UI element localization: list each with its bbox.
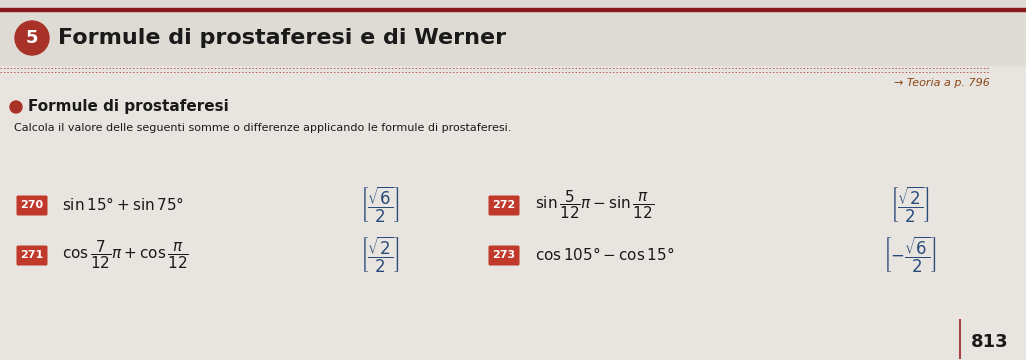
Text: $\sin 15° + \sin 75°$: $\sin 15° + \sin 75°$ — [62, 197, 184, 213]
FancyBboxPatch shape — [488, 195, 519, 216]
Text: 271: 271 — [21, 250, 44, 260]
Text: Calcola il valore delle seguenti somme o differenze applicando le formule di pro: Calcola il valore delle seguenti somme o… — [14, 123, 511, 133]
Bar — [0, 8, 1026, 11]
Circle shape — [15, 21, 49, 55]
Text: $\cos 105° - \cos 15°$: $\cos 105° - \cos 15°$ — [535, 247, 674, 264]
FancyBboxPatch shape — [16, 195, 47, 216]
Text: $\left[-\dfrac{\sqrt{6}}{2}\right]$: $\left[-\dfrac{\sqrt{6}}{2}\right]$ — [883, 235, 937, 275]
Text: 5: 5 — [26, 29, 38, 47]
Text: → Teoria a p. 796: → Teoria a p. 796 — [894, 78, 990, 88]
Text: $\left[\dfrac{\sqrt{2}}{2}\right]$: $\left[\dfrac{\sqrt{2}}{2}\right]$ — [360, 235, 400, 275]
Text: $\left[\dfrac{\sqrt{2}}{2}\right]$: $\left[\dfrac{\sqrt{2}}{2}\right]$ — [891, 185, 930, 225]
FancyBboxPatch shape — [488, 246, 519, 266]
Text: $\sin\dfrac{5}{12}\pi - \sin\dfrac{\pi}{12}$: $\sin\dfrac{5}{12}\pi - \sin\dfrac{\pi}{… — [535, 189, 655, 221]
Bar — [0, 0, 1026, 65]
Text: $\cos\dfrac{7}{12}\pi + \cos\dfrac{\pi}{12}$: $\cos\dfrac{7}{12}\pi + \cos\dfrac{\pi}{… — [62, 239, 189, 271]
Text: Formule di prostaferesi e di Werner: Formule di prostaferesi e di Werner — [58, 28, 506, 48]
Circle shape — [10, 101, 22, 113]
Text: $\left[\dfrac{\sqrt{6}}{2}\right]$: $\left[\dfrac{\sqrt{6}}{2}\right]$ — [360, 185, 400, 225]
Text: 273: 273 — [492, 250, 515, 260]
FancyBboxPatch shape — [16, 246, 47, 266]
Text: 270: 270 — [21, 200, 43, 210]
Text: Formule di prostaferesi: Formule di prostaferesi — [28, 99, 229, 114]
Text: 272: 272 — [492, 200, 516, 210]
Text: 813: 813 — [972, 333, 1009, 351]
